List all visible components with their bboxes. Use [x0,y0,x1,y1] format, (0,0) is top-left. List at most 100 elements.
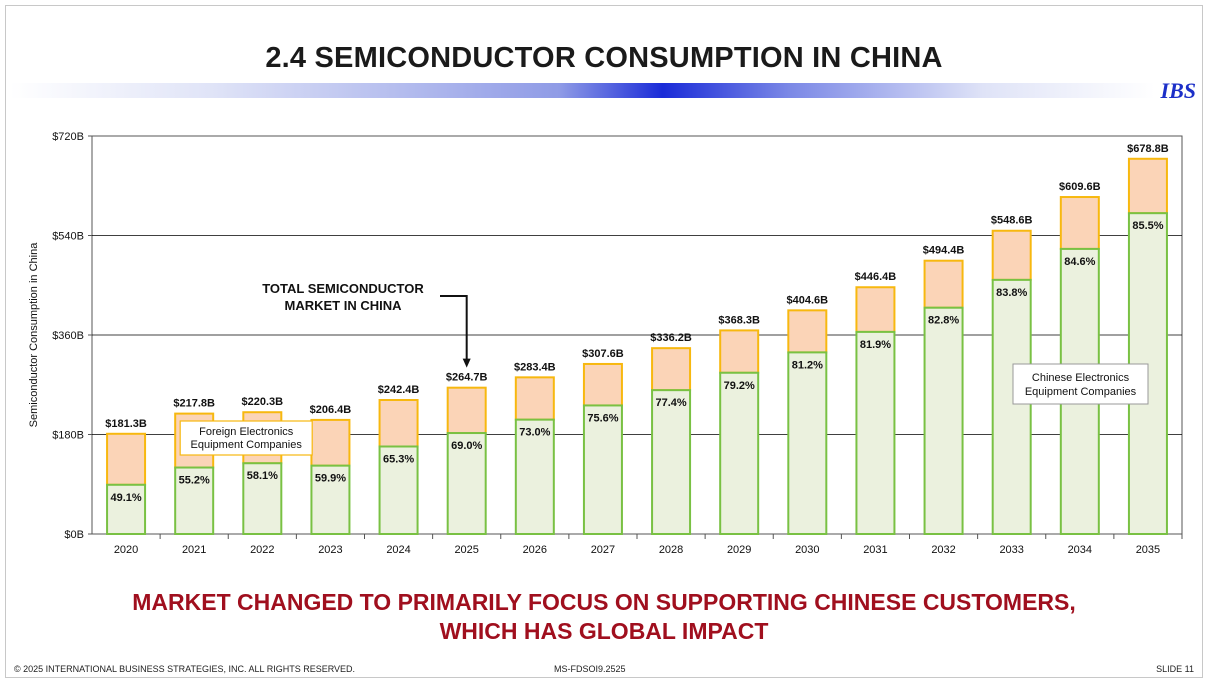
bar-foreign-segment [855,286,896,333]
footer-slide-number: SLIDE 11 [1156,664,1194,674]
bar-foreign-segment [991,229,1032,281]
bar-foreign-segment [446,386,487,435]
bar-chinese-segment [582,404,623,535]
x-tick-label: 2025 [454,544,478,556]
y-tick-label: $360B [52,330,84,342]
title-gradient-bar [10,83,1155,98]
bar-total-label: $678.8B [1127,143,1169,155]
x-tick-label: 2022 [250,544,274,556]
bar-foreign-segment [310,418,351,467]
bar-chinese-segment [242,462,283,535]
x-tick-label: 2023 [318,544,342,556]
x-tick-label: 2027 [591,544,615,556]
x-tick-label: 2024 [386,544,410,556]
bar-chinese-segment [174,466,215,535]
bar-chinese-segment [514,418,555,535]
bar-total-label: $217.8B [173,398,215,410]
foreign-legend-box [179,420,313,456]
ibs-logo: IBS [1160,78,1196,103]
bar-share-label: 69.0% [451,440,482,452]
footer-doc-id: MS-FDSOI9.2525 [554,664,626,674]
x-tick-label: 2026 [523,544,547,556]
bar-chinese-segment [446,432,487,535]
bar-foreign-segment [923,259,964,309]
bar-foreign-segment [582,362,623,407]
bar-foreign-segment [378,399,419,448]
chinese-legend-text: Equipment Companies [1025,386,1137,398]
bar-share-label: 59.9% [315,473,346,485]
bar-share-label: 81.2% [792,359,823,371]
bar-total-label: $264.7B [446,372,488,384]
bar-chinese-segment [310,464,351,535]
bar-total-label: $494.4B [923,245,965,257]
headline: MARKET CHANGED TO PRIMARILY FOCUS ON SUP… [0,588,1208,646]
x-tick-label: 2030 [795,544,819,556]
bar-share-label: 65.3% [383,454,414,466]
bar-share-label: 84.6% [1064,256,1095,268]
annotation-text: MARKET IN CHINA [285,298,403,313]
bar-chinese-segment [923,306,964,536]
bar-total-label: $181.3B [105,418,147,430]
chinese-legend-text: Chinese Electronics [1032,372,1130,384]
bar-total-label: $368.3B [718,314,760,326]
footer-copyright: © 2025 INTERNATIONAL BUSINESS STRATEGIES… [14,664,356,674]
x-tick-label: 2034 [1068,544,1092,556]
bar-share-label: 73.0% [519,427,550,439]
bar-total-label: $404.6B [787,294,829,306]
y-axis-title: Semiconductor Consumption in China [28,242,40,428]
bar-share-label: 75.6% [587,412,618,424]
annotation-arrow-head [462,358,471,368]
headline-line-1: MARKET CHANGED TO PRIMARILY FOCUS ON SUP… [132,589,1076,615]
bar-foreign-segment [651,347,692,392]
foreign-legend-text: Equipment Companies [191,439,303,451]
bar-share-label: 85.5% [1132,220,1163,232]
bar-chinese-segment [106,483,147,535]
x-tick-label: 2021 [182,544,206,556]
bar-total-label: $242.4B [378,384,420,396]
x-tick-label: 2033 [999,544,1023,556]
bar-foreign-segment [787,309,828,354]
bar-chinese-segment [378,445,419,535]
bar-share-label: 81.9% [860,339,891,351]
bar-share-label: 58.1% [247,470,278,482]
y-tick-label: $540B [52,231,84,243]
foreign-legend-text: Foreign Electronics [199,426,294,438]
x-tick-label: 2020 [114,544,138,556]
chinese-legend-box [1012,363,1149,405]
bar-share-label: 77.4% [655,397,686,409]
bar-total-label: $609.6B [1059,181,1101,193]
bar-total-label: $307.6B [582,348,624,360]
x-tick-label: 2035 [1136,544,1160,556]
slide-title: 2.4 SEMICONDUCTOR CONSUMPTION IN CHINA [265,42,943,74]
bar-foreign-segment [106,432,147,486]
bar-chinese-segment [855,330,896,535]
bar-total-label: $283.4B [514,361,556,373]
y-tick-label: $180B [52,430,84,442]
bar-share-label: 82.8% [928,315,959,327]
bar-foreign-segment [514,376,555,421]
x-tick-label: 2029 [727,544,751,556]
y-tick-label: $720B [52,131,84,143]
slide-border [5,5,1203,678]
bar-total-label: $220.3B [242,396,284,408]
bar-foreign-segment [1127,157,1168,215]
bar-share-label: 79.2% [724,380,755,392]
bar-total-label: $336.2B [650,332,692,344]
bar-chinese-segment [651,389,692,535]
bar-chinese-segment [787,351,828,535]
bar-foreign-segment [1059,196,1100,250]
consumption-chart: $0B $180B $360B $540B $720B Semiconductor Con… [28,131,1183,556]
bar-chinese-segment [719,371,760,536]
bar-total-label: $548.6B [991,215,1033,227]
bar-share-label: 55.2% [179,475,210,487]
bar-total-label: $446.4B [855,271,897,283]
bar-foreign-segment [719,329,760,374]
annotation-arrow-line [440,295,468,360]
x-tick-label: 2028 [659,544,683,556]
y-tick-label: $0B [64,529,84,541]
annotation-text: TOTAL SEMICONDUCTOR [262,281,424,296]
bar-chinese-segment [991,278,1032,535]
bar-share-label: 83.8% [996,287,1027,299]
headline-line-2: WHICH HAS GLOBAL IMPACT [439,618,769,644]
bar-share-label: 49.1% [110,492,141,504]
